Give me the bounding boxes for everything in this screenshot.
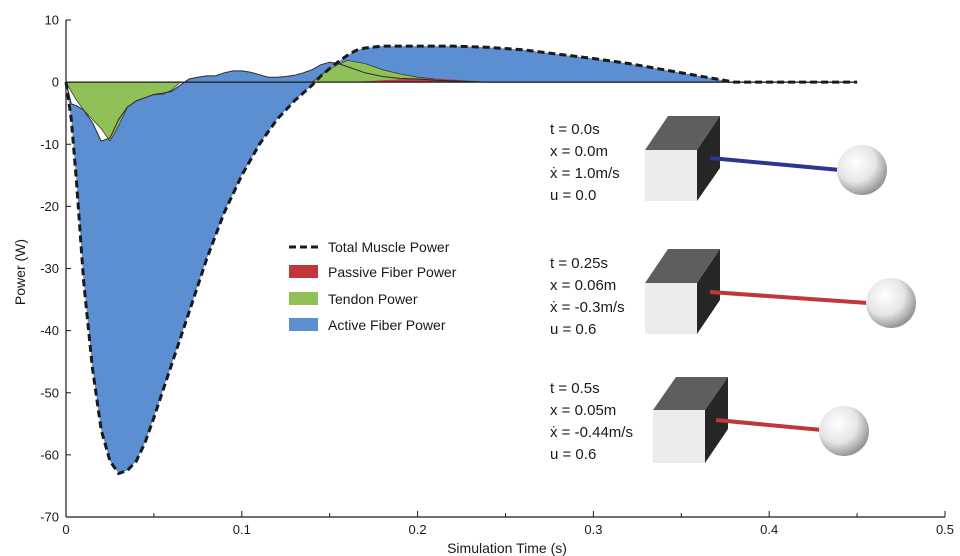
x-tick-label: 0.1 (233, 522, 251, 537)
legend-active-swatch (289, 318, 318, 331)
block-1-top (645, 116, 720, 150)
state-2-activation: u = 0.6 (550, 321, 596, 338)
block-2-side (697, 249, 720, 334)
y-tick-label: -70 (40, 510, 59, 525)
x-axis-title: Simulation Time (s) (447, 540, 567, 556)
y-tick-label: -30 (40, 261, 59, 276)
legend-passive-swatch (289, 265, 318, 278)
legend: Total Muscle Power Passive Fiber Power T… (289, 239, 457, 333)
y-tick-label: -20 (40, 199, 59, 214)
x-tick-label: 0.3 (584, 522, 602, 537)
total-muscle-power-line (64, 44, 858, 476)
ball-1 (837, 145, 887, 195)
block-2-top (645, 249, 720, 283)
state-1-activation: u = 0.0 (550, 187, 596, 204)
legend-active-label: Active Fiber Power (328, 317, 446, 333)
legend-tendon-swatch (289, 292, 318, 305)
y-tick-label: -60 (40, 447, 59, 462)
block-3-top (653, 377, 728, 410)
legend-passive-label: Passive Fiber Power (328, 264, 457, 280)
legend-tendon-label: Tendon Power (328, 291, 418, 307)
state-2-velocity: ẋ = -0.3m/s (550, 299, 625, 316)
tendon-1 (709, 156, 841, 172)
block-2-front (645, 283, 697, 334)
y-tick-label: 10 (45, 13, 59, 28)
legend-total-label: Total Muscle Power (328, 239, 450, 255)
state-1-time: t = 0.0s (550, 121, 600, 138)
y-tick-label: 0 (52, 75, 59, 90)
y-tick-label: -50 (40, 385, 59, 400)
state-3-position: x = 0.05m (550, 402, 616, 419)
state-1-position: x = 0.0m (550, 143, 608, 160)
active-fiber-area (66, 46, 858, 474)
x-tick-label: 0.4 (760, 522, 778, 537)
y-tick-label: -40 (40, 323, 59, 338)
x-tick-label: 0.5 (936, 522, 954, 537)
state-3-velocity: ẋ = -0.44m/s (550, 424, 633, 441)
plot-axes: 100-10-20-30-40-50-60-700 0.1 0.2 0.3 0.4 0.5 (40, 13, 954, 538)
muscle-model-1 (645, 116, 887, 201)
state-2-position: x = 0.06m (550, 277, 616, 294)
state-3-activation: u = 0.6 (550, 446, 596, 463)
state-annotation-3: t = 0.5s x = 0.05m ẋ = -0.44m/s u = 0.6 (550, 380, 633, 463)
tendon-3 (715, 418, 823, 432)
muscle-model-2 (645, 249, 916, 334)
muscle-model-3 (653, 377, 869, 463)
x-tick-label: 0 (62, 522, 69, 537)
tendon-2 (709, 290, 869, 305)
state-annotation-2: t = 0.25s x = 0.06m ẋ = -0.3m/s u = 0.6 (550, 255, 625, 338)
state-2-time: t = 0.25s (550, 255, 608, 272)
block-1-side (697, 116, 720, 201)
plot-areas (64, 44, 858, 476)
y-axis-title: Power (W) (12, 239, 28, 305)
state-1-velocity: ẋ = 1.0m/s (550, 165, 620, 182)
state-3-time: t = 0.5s (550, 380, 600, 397)
state-annotation-1: t = 0.0s x = 0.0m ẋ = 1.0m/s u = 0.0 (550, 121, 620, 204)
y-tick-label: -10 (40, 137, 59, 152)
block-3-front (653, 410, 705, 463)
ball-3 (819, 406, 869, 456)
ball-2 (866, 278, 916, 328)
block-1-front (645, 150, 697, 201)
x-tick-label: 0.2 (409, 522, 427, 537)
